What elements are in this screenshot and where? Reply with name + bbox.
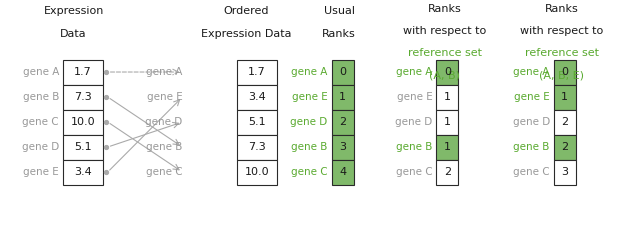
Text: 7.3: 7.3 (74, 92, 92, 102)
Bar (63, 134, 102, 159)
Bar (332, 159, 353, 185)
Text: 0: 0 (444, 67, 451, 77)
Text: gene E: gene E (514, 92, 550, 102)
Text: 1.7: 1.7 (74, 67, 92, 77)
Bar (554, 110, 575, 134)
Bar (332, 110, 353, 134)
Text: with respect to: with respect to (403, 26, 486, 36)
Text: 1: 1 (339, 92, 346, 102)
Text: gene A: gene A (291, 67, 328, 77)
Bar (436, 110, 458, 134)
Text: 2: 2 (561, 117, 568, 127)
Text: gene C: gene C (291, 167, 328, 177)
Text: gene B: gene B (291, 142, 328, 152)
Bar (63, 159, 102, 185)
Text: Usual: Usual (324, 6, 355, 16)
Text: Ranks: Ranks (323, 29, 356, 38)
Bar (554, 60, 575, 85)
Bar (237, 134, 277, 159)
Text: 3.4: 3.4 (74, 167, 92, 177)
Text: Ordered: Ordered (223, 6, 269, 16)
Text: gene C: gene C (146, 167, 182, 177)
Text: gene D: gene D (22, 142, 59, 152)
Text: Expression: Expression (44, 6, 104, 16)
Text: 2: 2 (339, 117, 346, 127)
Text: gene C: gene C (513, 167, 550, 177)
Text: gene D: gene D (145, 117, 182, 127)
Text: gene C: gene C (22, 117, 59, 127)
Text: 1: 1 (561, 92, 568, 102)
Text: 1: 1 (444, 92, 451, 102)
Bar (332, 60, 353, 85)
Text: 7.3: 7.3 (248, 142, 266, 152)
Text: 10.0: 10.0 (70, 117, 95, 127)
Bar (436, 60, 458, 85)
Text: 3: 3 (561, 167, 568, 177)
Bar (554, 134, 575, 159)
Text: 0: 0 (339, 67, 346, 77)
Bar (237, 85, 277, 110)
Text: gene B: gene B (146, 142, 182, 152)
Text: gene B: gene B (396, 142, 433, 152)
Bar (436, 159, 458, 185)
Text: gene D: gene D (396, 117, 433, 127)
Bar (436, 85, 458, 110)
Text: reference set: reference set (408, 48, 482, 58)
Text: (A, B): (A, B) (429, 71, 460, 81)
Bar (554, 159, 575, 185)
Text: Expression Data: Expression Data (201, 29, 292, 38)
Bar (237, 110, 277, 134)
Text: Ranks: Ranks (545, 4, 579, 14)
Text: 2: 2 (444, 167, 451, 177)
Text: 4: 4 (339, 167, 346, 177)
Bar (237, 159, 277, 185)
Text: gene D: gene D (291, 117, 328, 127)
Text: reference set: reference set (525, 48, 599, 58)
Text: gene A: gene A (22, 67, 59, 77)
Text: 10.0: 10.0 (244, 167, 269, 177)
Bar (63, 110, 102, 134)
Text: 5.1: 5.1 (248, 117, 266, 127)
Text: 3: 3 (339, 142, 346, 152)
Bar (237, 60, 277, 85)
Text: gene E: gene E (292, 92, 328, 102)
Text: 3.4: 3.4 (248, 92, 266, 102)
Bar (436, 134, 458, 159)
Text: 2: 2 (561, 142, 568, 152)
Bar (63, 60, 102, 85)
Text: 0: 0 (561, 67, 568, 77)
Text: Ranks: Ranks (428, 4, 461, 14)
Text: gene E: gene E (397, 92, 433, 102)
Text: gene E: gene E (23, 167, 59, 177)
Text: gene C: gene C (396, 167, 433, 177)
Text: gene A: gene A (146, 67, 182, 77)
Text: gene B: gene B (22, 92, 59, 102)
Text: (A, B, E): (A, B, E) (540, 71, 584, 81)
Bar (332, 134, 353, 159)
Bar (554, 85, 575, 110)
Text: gene D: gene D (513, 117, 550, 127)
Text: 1: 1 (444, 117, 451, 127)
Bar (63, 85, 102, 110)
Text: with respect to: with respect to (520, 26, 604, 36)
Text: 1.7: 1.7 (248, 67, 266, 77)
Text: gene A: gene A (513, 67, 550, 77)
Bar (332, 85, 353, 110)
Text: 5.1: 5.1 (74, 142, 92, 152)
Text: Data: Data (60, 29, 87, 38)
Text: gene E: gene E (147, 92, 182, 102)
Text: gene A: gene A (396, 67, 433, 77)
Text: 1: 1 (444, 142, 451, 152)
Text: gene B: gene B (513, 142, 550, 152)
